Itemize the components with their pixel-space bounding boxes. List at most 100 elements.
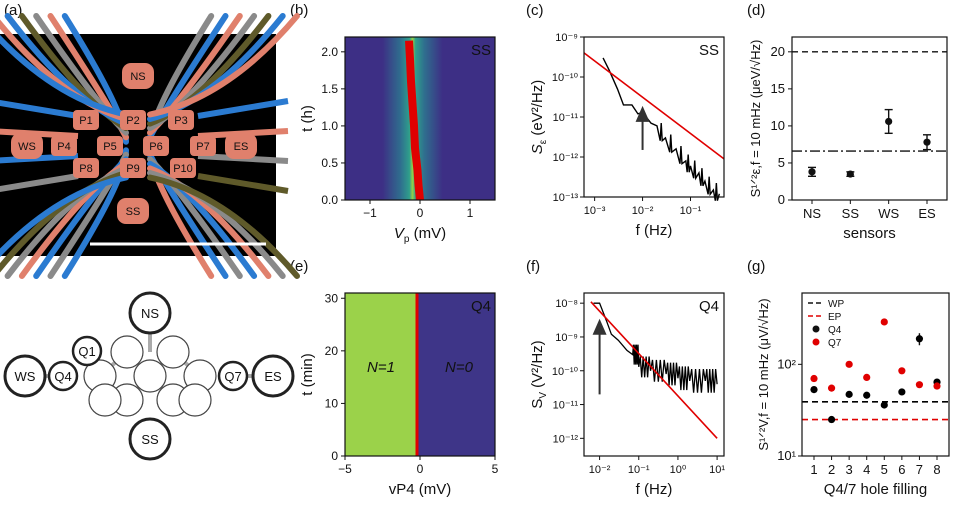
- region-n1: [345, 293, 417, 456]
- y-tick-label: 5: [778, 155, 785, 170]
- x-tick-label: 1: [810, 462, 817, 477]
- schematic-dot: [110, 335, 144, 369]
- data-point: [885, 117, 893, 126]
- x-tick-label: 6: [898, 462, 905, 477]
- schematic-label-q4: Q4: [54, 369, 71, 384]
- gate-p1: [73, 110, 99, 130]
- gate-label-ws: WS: [18, 141, 36, 153]
- x-tick-label: 3: [846, 462, 853, 477]
- gate-p3: [168, 110, 194, 130]
- gate-p9: [120, 158, 146, 178]
- device-layout-image: NS P1 P2 P3 WS P4 P5 P6 P7 ES P8 P9 P10 SS: [0, 13, 300, 279]
- gate-p6: [143, 136, 169, 156]
- y-tick-label: 1.0: [321, 119, 338, 133]
- y-tick-label: 20: [325, 344, 339, 358]
- y-tick-label: 10⁻¹³: [553, 192, 579, 204]
- x-axis-label: f (Hz): [636, 481, 673, 498]
- y-tick-label: 0: [778, 192, 785, 207]
- chart-d: NS SS WS ES 0 5 10 15 20 sensors S¹ᐟ²ε,f = 10 mHz …: [748, 36, 948, 242]
- gate-es: [225, 133, 257, 159]
- region-n0: [417, 293, 495, 456]
- schematic-node-ws: [3, 354, 47, 398]
- region-label-n0: N=0: [445, 359, 474, 376]
- legend-label-wp: WP: [828, 299, 844, 310]
- data-point-q7: [827, 384, 836, 392]
- data-point-q7: [845, 360, 853, 368]
- x-axis-label: f (Hz): [636, 222, 673, 239]
- data-point-q4: [810, 386, 818, 394]
- x-axis-label: sensors: [843, 225, 896, 242]
- data-point-q4: [845, 390, 853, 398]
- chart-b: −1 0 1 0.0 0.5 1.0 1.5 2.0 SS Vp (mV) t (h): [299, 36, 496, 245]
- schematic-node-ss: [128, 417, 172, 461]
- qubit-label: Q4: [699, 298, 719, 315]
- series-fit-line: [590, 301, 718, 439]
- x-axis-label: vP4 (mV): [389, 481, 452, 498]
- gate-label-p8: P8: [79, 163, 92, 175]
- y-tick-label: 0.5: [321, 156, 338, 170]
- x-tick-label: WS: [878, 206, 899, 221]
- x-tick-label: −5: [338, 462, 352, 476]
- x-tick-label: 7: [916, 462, 923, 477]
- legend-label-q4: Q4: [828, 325, 842, 336]
- arrow-head: [592, 318, 607, 335]
- x-tick-label: 10⁰: [670, 464, 687, 476]
- y-tick-label: 10⁻⁹: [555, 332, 578, 344]
- gate-p8: [73, 158, 99, 178]
- data-point: [846, 170, 854, 178]
- x-tick-label: 4: [863, 462, 870, 477]
- schematic-dot: [178, 383, 212, 417]
- schematic-dot: [88, 383, 122, 417]
- data-point: [808, 168, 816, 176]
- x-tick-label: 10⁻³: [584, 205, 606, 217]
- y-tick-label: 10: [325, 396, 339, 410]
- data-point-q7: [863, 373, 871, 382]
- y-tick-label: 10⁻⁸: [555, 298, 578, 310]
- gate-ws: [11, 133, 43, 159]
- gate-p5: [97, 136, 123, 156]
- y-tick-label: 0.0: [321, 193, 338, 207]
- y-tick-label: 10⁻¹¹: [553, 400, 579, 412]
- x-tick-label: 0: [417, 206, 424, 220]
- y-axis-label: t (h): [299, 105, 316, 132]
- gate-ss: [117, 198, 149, 224]
- y-tick-label: 10: [771, 118, 785, 133]
- y-axis-label: t (min): [299, 353, 316, 396]
- panel-label-f: (f): [526, 258, 541, 275]
- arrow-head: [635, 105, 650, 122]
- y-tick-label: 30: [325, 291, 339, 305]
- x-tick-label: 0: [417, 462, 424, 476]
- x-tick-label: 10¹: [709, 464, 725, 476]
- y-tick-label: 0: [331, 449, 338, 463]
- x-tick-label: −1: [363, 206, 377, 220]
- y-tick-label: 10⁻¹²: [553, 433, 579, 445]
- gate-label-ss: SS: [126, 206, 141, 218]
- x-axis-label: Q4/7 hole filling: [824, 481, 927, 498]
- device-gate-line: [197, 173, 289, 194]
- device-gate-line: [197, 98, 289, 119]
- legend-label-ep: EP: [828, 312, 842, 323]
- gate-label-p1: P1: [79, 115, 92, 127]
- panel-label-d: (d): [747, 2, 766, 19]
- schematic-label-ws: WS: [15, 369, 36, 384]
- schematic-label-q1: Q1: [78, 344, 95, 359]
- gate-label-p10: P10: [173, 163, 193, 175]
- data-point-q7: [933, 382, 941, 390]
- schematic-label-q7: Q7: [224, 369, 241, 384]
- series-fit-line: [583, 52, 725, 160]
- data-point-q7: [880, 318, 888, 326]
- panel-label-c: (c): [526, 2, 544, 19]
- series-data-line: [593, 302, 718, 393]
- schematic-dot: [156, 335, 190, 369]
- gate-p10: [170, 158, 196, 178]
- device-gate-line: [0, 99, 79, 119]
- y-tick-label: 2.0: [321, 45, 338, 59]
- qubit-schematic: NS Q1 WS Q4 Q7 ES SS: [3, 291, 295, 461]
- x-tick-label: 10⁻²: [632, 205, 654, 217]
- device-gate-line: [0, 173, 79, 193]
- schematic-label-es: ES: [264, 369, 282, 384]
- x-tick-label: 2: [828, 462, 835, 477]
- plot-frame: [583, 292, 725, 457]
- sensor-label: SS: [471, 42, 491, 59]
